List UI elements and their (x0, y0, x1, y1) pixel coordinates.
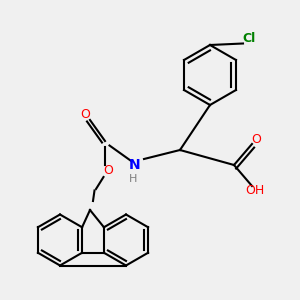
Text: O: O (252, 133, 261, 146)
Text: O: O (103, 164, 113, 178)
Text: H: H (129, 173, 138, 184)
Text: N: N (129, 158, 141, 172)
Text: Cl: Cl (242, 32, 256, 46)
Text: O: O (81, 107, 90, 121)
Text: OH: OH (245, 184, 265, 197)
